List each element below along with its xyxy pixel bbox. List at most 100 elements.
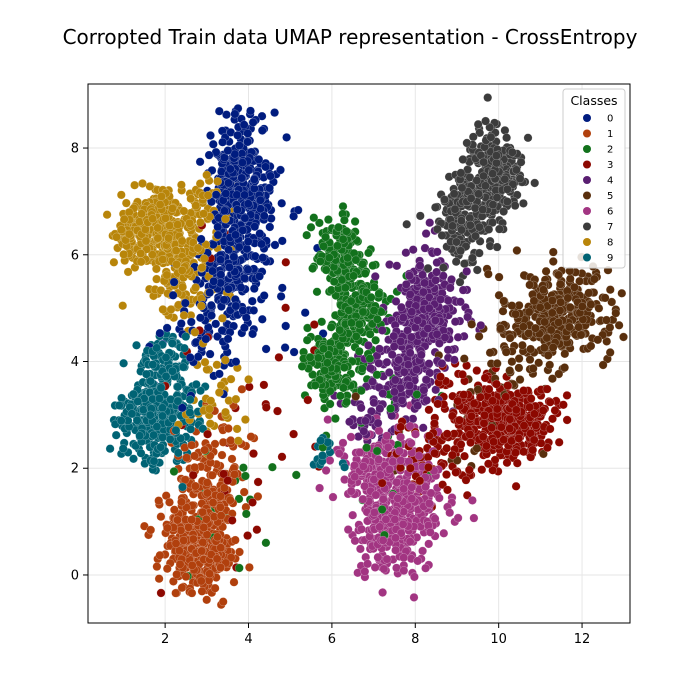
point-class-8 [212,360,222,370]
point-class-6 [392,477,402,487]
point-class-8 [177,180,186,190]
point-class-8 [162,270,172,280]
point-class-3 [424,431,434,441]
point-class-9 [185,408,195,417]
point-class-1 [203,488,212,498]
point-class-2 [371,335,380,345]
point-class-1 [196,576,206,586]
point-class-8 [213,177,222,186]
point-class-3 [303,395,313,405]
point-class-3 [489,437,498,447]
point-class-5 [512,246,522,255]
point-class-0 [244,165,254,175]
point-class-3 [469,399,479,408]
point-class-3 [203,429,212,439]
point-class-5 [525,355,535,364]
point-class-7 [507,147,517,157]
point-class-9 [149,430,159,440]
point-class-7 [450,204,460,214]
point-class-0 [270,240,280,250]
point-class-4 [384,368,394,377]
point-class-2 [306,222,316,232]
point-class-2 [333,241,342,251]
point-class-0 [300,308,310,318]
point-class-1 [175,559,185,569]
point-class-0 [249,306,259,315]
point-class-8 [179,206,189,216]
point-class-9 [191,380,201,389]
point-class-6 [453,513,463,523]
point-class-2 [309,213,319,223]
point-class-2 [326,322,336,332]
point-class-1 [246,432,256,442]
point-class-8 [136,257,146,267]
point-class-2 [354,347,364,356]
point-class-4 [462,267,472,276]
point-class-5 [473,385,483,394]
point-class-1 [172,570,182,579]
point-class-7 [499,207,508,216]
point-class-0 [233,130,242,140]
point-class-8 [109,257,119,267]
point-class-3 [531,421,541,430]
point-class-8 [199,254,209,263]
point-class-9 [158,433,167,442]
point-class-0 [254,155,264,164]
point-class-3 [545,424,555,434]
point-class-2 [377,505,387,514]
point-class-1 [253,492,263,501]
point-class-9 [158,403,167,413]
point-class-3 [503,381,513,390]
point-class-0 [223,334,233,344]
point-class-4 [418,270,427,280]
point-class-3 [480,373,490,383]
point-class-3 [484,459,493,469]
point-class-0 [243,137,253,147]
point-class-3 [223,476,233,485]
point-class-5 [563,293,573,303]
point-class-8 [203,190,213,200]
point-class-8 [138,179,147,188]
point-class-2 [322,358,332,368]
point-class-3 [273,406,282,416]
point-class-7 [449,189,459,199]
point-class-0 [243,237,253,246]
point-class-2 [320,366,329,375]
point-class-0 [211,190,221,200]
point-class-9 [158,411,167,421]
point-class-2 [241,471,250,481]
point-class-1 [190,451,199,461]
point-class-5 [602,315,611,325]
point-class-7 [483,93,493,102]
point-class-6 [405,537,415,547]
point-class-1 [170,505,179,515]
point-class-6 [346,486,356,496]
point-class-4 [463,312,472,322]
point-class-5 [518,340,527,350]
point-class-3 [501,392,511,402]
point-class-6 [375,522,385,532]
point-class-7 [481,181,490,191]
point-class-6 [424,499,434,508]
point-class-8 [123,267,133,277]
point-class-9 [111,430,121,440]
point-class-4 [421,229,431,238]
point-class-1 [146,525,156,535]
point-class-5 [485,348,495,358]
point-class-3 [424,462,433,472]
point-class-0 [232,190,242,200]
point-class-9 [148,360,158,369]
point-class-6 [445,508,455,518]
point-class-1 [197,546,207,556]
point-class-0 [261,344,271,354]
point-class-2 [358,307,368,317]
point-class-2 [261,538,271,548]
point-class-9 [105,444,115,454]
point-class-2 [347,318,356,328]
point-class-2 [339,363,349,372]
point-class-3 [511,481,521,491]
point-class-6 [346,432,356,442]
point-class-5 [547,308,557,318]
point-class-2 [366,292,376,302]
point-class-7 [512,165,521,175]
